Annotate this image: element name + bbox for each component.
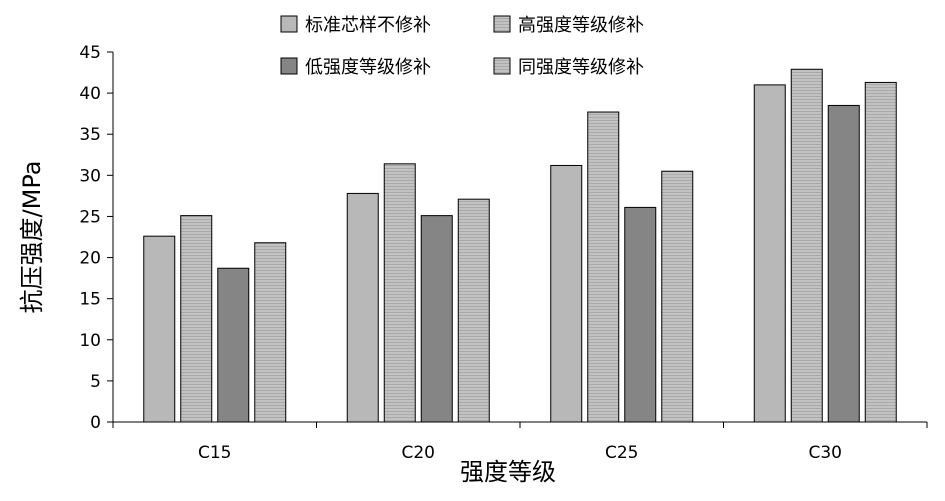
bar (624, 206, 657, 423)
x-tick-label: C30 (808, 443, 842, 463)
legend-swatch (493, 15, 511, 33)
bars (143, 68, 897, 423)
legend-label: 高强度等级修补 (518, 15, 644, 36)
y-tick-label: 35 (79, 125, 101, 145)
bar (143, 235, 176, 423)
legend-swatch (493, 57, 511, 75)
y-tick-label: 0 (90, 413, 101, 433)
x-tick-label: C15 (198, 443, 232, 463)
bar (864, 81, 897, 423)
legend-label: 标准芯样不修补 (305, 15, 431, 36)
y-tick-label: 10 (79, 331, 101, 351)
y-tick-label: 40 (79, 84, 101, 104)
bar (587, 111, 620, 423)
y-tick-label: 15 (79, 290, 101, 310)
bar (420, 215, 453, 423)
y-tick-label: 25 (79, 207, 101, 227)
bar (383, 163, 416, 423)
legend-label: 同强度等级修补 (518, 57, 644, 78)
x-tick-label: C20 (401, 443, 435, 463)
bar (346, 192, 379, 423)
y-tick-label: 20 (79, 249, 101, 269)
y-axis-title: 抗压强度/MPa (18, 161, 46, 314)
bar (254, 242, 287, 423)
y-tick-label: 30 (79, 166, 101, 186)
bar (753, 84, 786, 423)
bar (790, 68, 823, 423)
legend-swatch (280, 15, 298, 33)
bar (457, 198, 490, 423)
bar (661, 170, 694, 423)
x-axis-title: 强度等级 (460, 458, 556, 486)
bar (180, 215, 213, 423)
y-tick-label: 45 (79, 43, 101, 63)
bar (827, 104, 860, 423)
bar (550, 164, 583, 423)
legend-swatch (280, 57, 298, 75)
y-tick-label: 5 (90, 372, 101, 392)
bar (217, 267, 250, 423)
x-tick-label: C25 (605, 443, 639, 463)
legend-label: 低强度等级修补 (305, 57, 431, 78)
